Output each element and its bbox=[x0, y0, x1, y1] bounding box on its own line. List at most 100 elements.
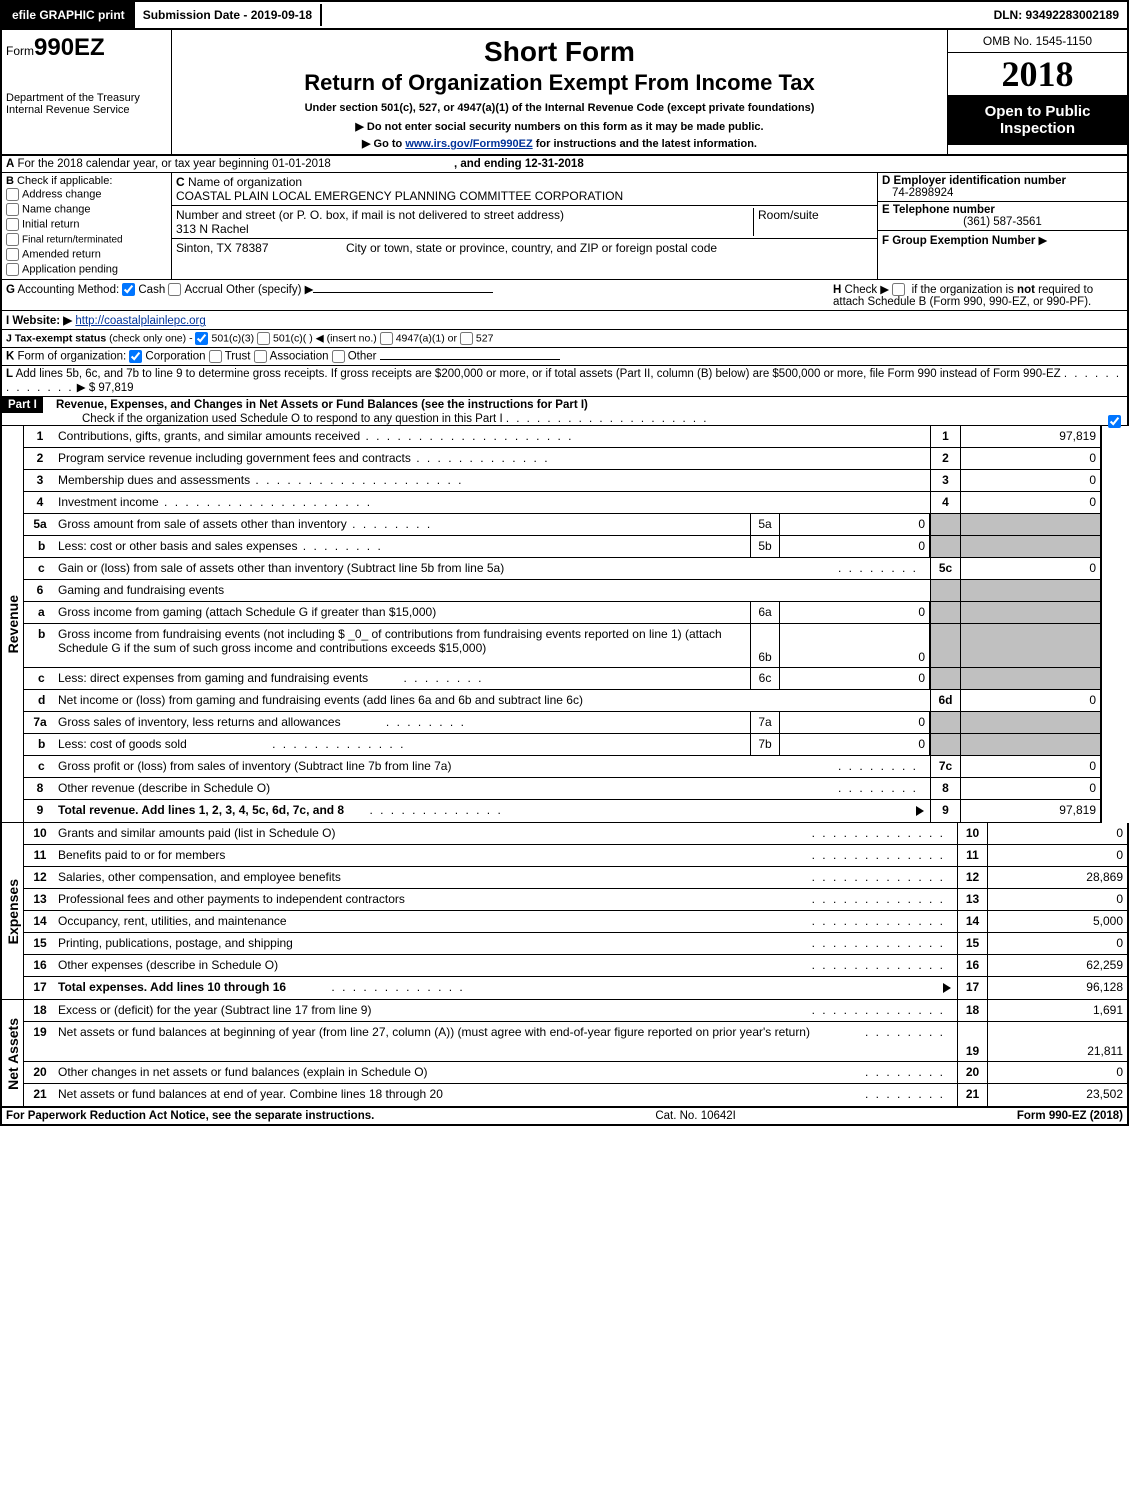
name-change-label: Name change bbox=[22, 203, 91, 215]
ln5b-rv-grey bbox=[960, 536, 1100, 557]
ln6a-rv-grey bbox=[960, 602, 1100, 623]
ln13-dots bbox=[812, 892, 945, 906]
ln7a-rn-grey bbox=[930, 712, 960, 733]
ln6b-mv: 0 bbox=[780, 624, 930, 667]
ln2-rv: 0 bbox=[960, 448, 1100, 469]
submission-date: Submission Date - 2019-09-18 bbox=[135, 4, 322, 26]
goto-pre: ▶ Go to bbox=[362, 138, 405, 150]
ln6c-dots bbox=[398, 671, 483, 685]
ln7a-mn: 7a bbox=[750, 712, 780, 733]
k-text: Form of organization: bbox=[18, 351, 127, 363]
row-8: 8 Other revenue (describe in Schedule O)… bbox=[24, 778, 1100, 800]
check-h[interactable] bbox=[892, 283, 905, 296]
ln3-desc: Membership dues and assessments bbox=[58, 473, 250, 487]
other-org-line[interactable] bbox=[380, 359, 560, 360]
ln9-rn: 9 bbox=[930, 800, 960, 822]
check-4947[interactable] bbox=[380, 332, 393, 345]
ln1-dots bbox=[360, 429, 573, 443]
check-accrual[interactable] bbox=[168, 283, 181, 296]
row-13: 13 Professional fees and other payments … bbox=[24, 889, 1127, 911]
website-link[interactable]: http://coastalplainlepc.org bbox=[75, 315, 205, 327]
check-address-change[interactable]: Address change bbox=[6, 187, 167, 202]
check-schedule-o-part1[interactable] bbox=[1108, 415, 1121, 428]
org-name: COASTAL PLAIN LOCAL EMERGENCY PLANNING C… bbox=[176, 189, 623, 203]
ln19-num: 19 bbox=[24, 1022, 56, 1061]
row-20: 20 Other changes in net assets or fund b… bbox=[24, 1062, 1127, 1084]
ln6b-num: b bbox=[24, 624, 56, 667]
check-application-pending[interactable]: Application pending bbox=[6, 262, 167, 277]
l-label: L bbox=[6, 368, 13, 380]
ln8-desc: Other revenue (describe in Schedule O) bbox=[58, 781, 270, 795]
check-trust[interactable] bbox=[209, 350, 222, 363]
check-association[interactable] bbox=[254, 350, 267, 363]
ln6b-rv-grey bbox=[960, 624, 1100, 667]
trust-label: Trust bbox=[225, 351, 251, 363]
ln7c-rv: 0 bbox=[960, 756, 1100, 777]
ln6a-mn: 6a bbox=[750, 602, 780, 623]
check-501c3[interactable] bbox=[195, 332, 208, 345]
efile-print-button[interactable]: efile GRAPHIC print bbox=[2, 2, 135, 28]
check-cash[interactable] bbox=[122, 283, 135, 296]
ein-value: 74-2898924 bbox=[882, 187, 953, 199]
check-amended-return[interactable]: Amended return bbox=[6, 247, 167, 262]
ln1-rn: 1 bbox=[930, 426, 960, 447]
line-a: A For the 2018 calendar year, or tax yea… bbox=[0, 156, 1129, 173]
ln15-desc: Printing, publications, postage, and shi… bbox=[58, 936, 293, 950]
ln11-dots bbox=[812, 848, 945, 862]
ln9-arrow-icon bbox=[916, 806, 924, 816]
address-change-label: Address change bbox=[22, 188, 102, 200]
ln7b-dots bbox=[267, 737, 406, 751]
ln6c-num: c bbox=[24, 668, 56, 689]
ln5c-desc: Gain or (loss) from sale of assets other… bbox=[58, 561, 504, 575]
row-6: 6 Gaming and fundraising events bbox=[24, 580, 1100, 602]
ln20-rv: 0 bbox=[987, 1062, 1127, 1083]
ln12-rv: 28,869 bbox=[987, 867, 1127, 888]
check-initial-return[interactable]: Initial return bbox=[6, 217, 167, 232]
j-note: (check only one) - bbox=[109, 333, 192, 345]
other-specify-line[interactable] bbox=[313, 292, 493, 293]
check-other-org[interactable] bbox=[332, 350, 345, 363]
row-21: 21 Net assets or fund balances at end of… bbox=[24, 1084, 1127, 1106]
check-corporation[interactable] bbox=[129, 350, 142, 363]
opt-4947: 4947(a)(1) or bbox=[396, 333, 457, 345]
ln20-desc: Other changes in net assets or fund bala… bbox=[58, 1065, 428, 1079]
ln9-num: 9 bbox=[24, 800, 56, 822]
ln13-num: 13 bbox=[24, 889, 56, 910]
ln12-rn: 12 bbox=[957, 867, 987, 888]
block-bcdef: B Check if applicable: Address change Na… bbox=[0, 173, 1129, 280]
dln-label: DLN: 93492283002189 bbox=[986, 4, 1127, 26]
part1-dots bbox=[506, 413, 709, 425]
row-7a: 7a Gross sales of inventory, less return… bbox=[24, 712, 1100, 734]
ln2-desc: Program service revenue including govern… bbox=[58, 451, 411, 465]
ln10-rn: 10 bbox=[957, 823, 987, 844]
ln20-dots bbox=[865, 1065, 945, 1079]
ln5a-mv: 0 bbox=[780, 514, 930, 535]
ln13-rn: 13 bbox=[957, 889, 987, 910]
ln9-rv: 97,819 bbox=[960, 800, 1100, 822]
ln6a-desc: Gross income from gaming (attach Schedul… bbox=[58, 605, 436, 619]
room-suite-label: Room/suite bbox=[758, 208, 819, 222]
l-amount: $ 97,819 bbox=[89, 382, 134, 394]
h-not: not bbox=[1017, 284, 1035, 296]
row-5b: b Less: cost or other basis and sales ex… bbox=[24, 536, 1100, 558]
ln20-num: 20 bbox=[24, 1062, 56, 1083]
f-label: F Group Exemption Number bbox=[882, 235, 1035, 247]
amended-return-label: Amended return bbox=[22, 248, 101, 260]
ln1-desc: Contributions, gifts, grants, and simila… bbox=[58, 429, 360, 443]
c-label: C bbox=[176, 175, 185, 189]
goto-text: ▶ Go to www.irs.gov/Form990EZ for instru… bbox=[176, 137, 943, 150]
check-final-return[interactable]: Final return/terminated bbox=[6, 232, 167, 247]
ln5a-dots bbox=[347, 517, 432, 531]
ln7a-dots bbox=[381, 715, 466, 729]
check-501c[interactable] bbox=[257, 332, 270, 345]
row-3: 3 Membership dues and assessments 3 0 bbox=[24, 470, 1100, 492]
initial-return-label: Initial return bbox=[22, 218, 79, 230]
row-12: 12 Salaries, other compensation, and emp… bbox=[24, 867, 1127, 889]
check-name-change[interactable]: Name change bbox=[6, 202, 167, 217]
check-527[interactable] bbox=[460, 332, 473, 345]
b-label: B bbox=[6, 175, 14, 187]
row-11: 11 Benefits paid to or for members 11 0 bbox=[24, 845, 1127, 867]
instructions-link[interactable]: www.irs.gov/Form990EZ bbox=[405, 138, 532, 150]
row-19: 19 Net assets or fund balances at beginn… bbox=[24, 1022, 1127, 1062]
ln5b-num: b bbox=[24, 536, 56, 557]
